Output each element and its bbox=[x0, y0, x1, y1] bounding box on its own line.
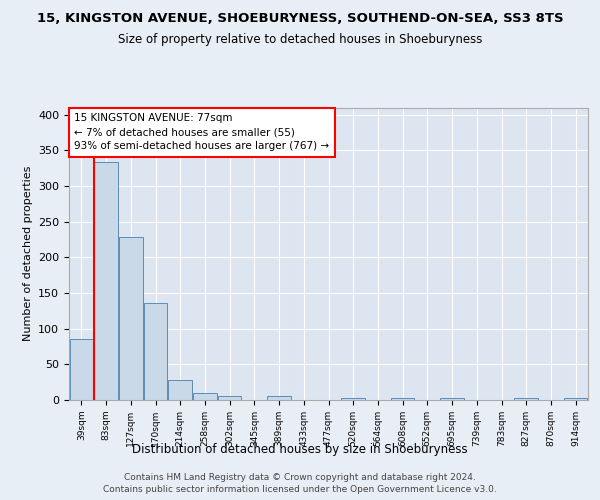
Bar bbox=[193, 393, 217, 400]
Bar bbox=[391, 398, 415, 400]
Text: 15 KINGSTON AVENUE: 77sqm
← 7% of detached houses are smaller (55)
93% of semi-d: 15 KINGSTON AVENUE: 77sqm ← 7% of detach… bbox=[74, 114, 329, 152]
Text: Contains public sector information licensed under the Open Government Licence v3: Contains public sector information licen… bbox=[103, 485, 497, 494]
Bar bbox=[144, 303, 167, 400]
Bar bbox=[119, 238, 143, 400]
Text: 15, KINGSTON AVENUE, SHOEBURYNESS, SOUTHEND-ON-SEA, SS3 8TS: 15, KINGSTON AVENUE, SHOEBURYNESS, SOUTH… bbox=[37, 12, 563, 26]
Y-axis label: Number of detached properties: Number of detached properties bbox=[23, 166, 32, 342]
Bar bbox=[341, 398, 365, 400]
Bar bbox=[169, 380, 192, 400]
Bar bbox=[440, 398, 464, 400]
Bar bbox=[564, 398, 587, 400]
Bar bbox=[218, 396, 241, 400]
Text: Size of property relative to detached houses in Shoeburyness: Size of property relative to detached ho… bbox=[118, 32, 482, 46]
Text: Distribution of detached houses by size in Shoeburyness: Distribution of detached houses by size … bbox=[132, 442, 468, 456]
Bar bbox=[70, 338, 93, 400]
Text: Contains HM Land Registry data © Crown copyright and database right 2024.: Contains HM Land Registry data © Crown c… bbox=[124, 472, 476, 482]
Bar bbox=[514, 398, 538, 400]
Bar bbox=[268, 396, 291, 400]
Bar bbox=[94, 162, 118, 400]
